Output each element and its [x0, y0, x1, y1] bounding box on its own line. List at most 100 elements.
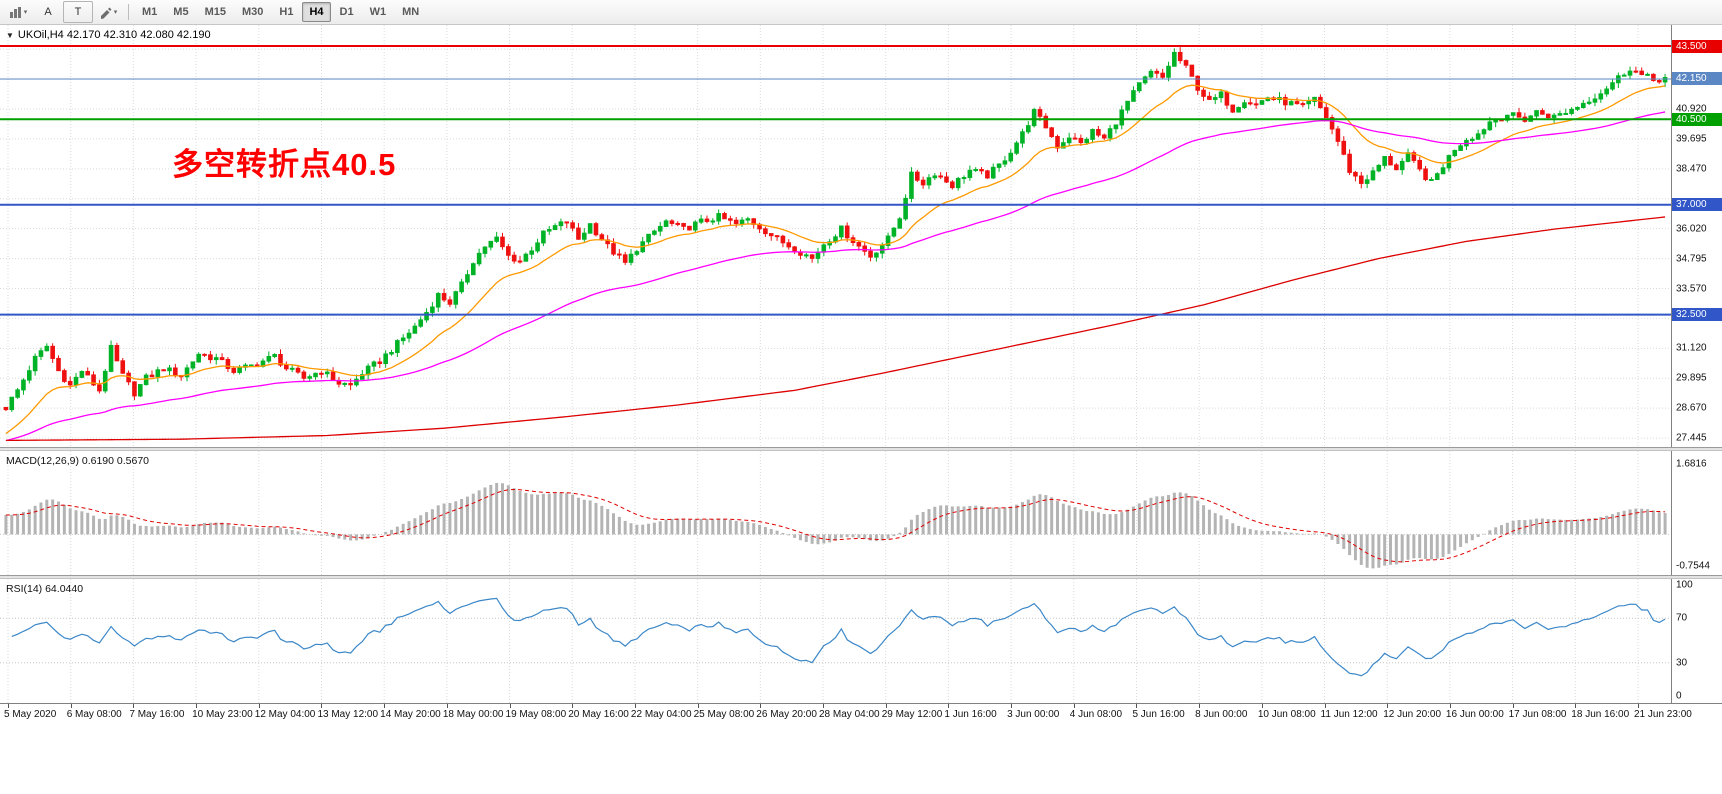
timeframe-M15[interactable]: M15 — [204, 6, 226, 18]
candle — [1540, 108, 1545, 115]
candle — [1592, 93, 1598, 107]
candle — [1551, 112, 1557, 123]
timeframe-M30[interactable]: M30 — [241, 6, 264, 18]
candle — [184, 364, 190, 382]
chart-type-button[interactable]: ▾ — [3, 1, 33, 23]
time-axis-label: 16 Jun 00:00 — [1445, 709, 1504, 720]
time-axis-label: 28 May 04:00 — [819, 709, 880, 720]
panel-splitter[interactable] — [0, 447, 1722, 451]
macd-axis[interactable]: 1.6816 -0.7544 — [1671, 451, 1722, 575]
timeframe-M5[interactable]: M5 — [173, 6, 189, 18]
candle — [733, 217, 739, 228]
time-axis-label: 1 Jun 16:00 — [944, 709, 997, 720]
candle — [1370, 167, 1376, 181]
candle — [827, 238, 832, 249]
rsi-plot[interactable] — [0, 579, 1671, 703]
rsi-scale-label: 100 — [1676, 579, 1693, 591]
panel-splitter[interactable] — [0, 575, 1722, 579]
candle — [1312, 96, 1317, 107]
time-tick — [1575, 704, 1577, 708]
arrow-style-button[interactable]: A — [33, 1, 63, 23]
candle — [1458, 143, 1463, 151]
macd-panel: MACD(12,26,9) 0.6190 0.5670 1.6816 -0.754… — [0, 451, 1722, 575]
time-axis-label: 21 Jun 23:00 — [1634, 709, 1692, 720]
time-tick — [697, 704, 699, 708]
candle — [932, 173, 938, 181]
timeframe-group: M1 M5 M15 M30 H1 H4 D1 W1 MN — [134, 2, 427, 22]
timeframe-W1[interactable]: W1 — [369, 6, 387, 18]
candle — [108, 340, 114, 373]
drawing-tool-button[interactable]: ▾ — [93, 1, 123, 23]
candle — [903, 194, 908, 221]
main-chart-plot[interactable] — [0, 25, 1671, 447]
candle — [494, 231, 499, 244]
time-axis-label: 22 May 04:00 — [630, 709, 692, 720]
text-tool-button[interactable]: T — [63, 1, 93, 23]
candle — [1394, 162, 1399, 171]
candle — [815, 247, 821, 264]
timeframe-H1[interactable]: H1 — [279, 6, 294, 18]
chart-annotation-text: 多空转折点40.5 — [172, 147, 397, 182]
candle — [330, 367, 336, 381]
one-click-trading-toggle[interactable]: ▼ — [6, 30, 14, 40]
candle — [546, 226, 552, 235]
candle — [202, 353, 207, 357]
candle — [1405, 148, 1411, 163]
rsi-axis[interactable]: 100 70 30 0 — [1671, 579, 1722, 703]
candle — [266, 351, 272, 364]
candle — [32, 353, 38, 376]
candle — [1399, 158, 1405, 175]
time-tick — [1073, 704, 1075, 708]
candle — [1586, 97, 1592, 106]
candle — [85, 367, 91, 376]
candle — [26, 365, 32, 384]
candle — [1417, 156, 1423, 172]
candle — [1072, 133, 1078, 140]
candle — [1125, 100, 1130, 114]
price-axis[interactable]: 40.920 39.695 38.470 36.020 34.795 33.570 31.1… — [1671, 25, 1722, 447]
macd-plot[interactable] — [0, 451, 1671, 575]
candle — [1207, 91, 1212, 100]
candle — [482, 246, 488, 258]
timeframe-M1[interactable]: M1 — [142, 6, 158, 18]
arrow-style-label: A — [44, 6, 52, 18]
time-tick — [823, 704, 824, 708]
price-badge-40.500: 40.500 — [1672, 112, 1722, 126]
candle — [1382, 156, 1387, 169]
rsi-scale-label: 0 — [1676, 690, 1682, 702]
candle — [657, 221, 663, 237]
candle — [839, 225, 844, 241]
candles-layer — [3, 47, 1668, 412]
time-tick — [1449, 704, 1451, 708]
price-tick-label: 36.020 — [1676, 223, 1707, 235]
candle — [418, 316, 424, 328]
candle — [1616, 72, 1621, 89]
candle — [874, 252, 879, 262]
time-tick — [1261, 704, 1263, 708]
candle — [50, 343, 55, 363]
candle — [1166, 61, 1171, 82]
candle — [581, 228, 587, 242]
time-tick — [1324, 704, 1326, 708]
timeframe-MN[interactable]: MN — [402, 6, 420, 18]
candle — [1154, 68, 1160, 79]
candle — [780, 234, 786, 248]
candle — [1049, 126, 1054, 138]
time-axis[interactable]: 5 May 2020 6 May 08:00 7 May 16:00 10 May 2… — [0, 703, 1722, 725]
timeframe-D1[interactable]: D1 — [339, 6, 354, 18]
candle — [1177, 47, 1183, 64]
rsi-panel: RSI(14) 64.0440 100 70 30 0 — [0, 579, 1722, 703]
time-tick — [384, 704, 386, 708]
candle — [1020, 128, 1025, 148]
chevron-down-icon: ▾ — [113, 9, 118, 16]
candle — [640, 237, 646, 254]
candle — [552, 223, 558, 231]
candle — [435, 291, 441, 312]
timeframe-H4[interactable]: H4 — [302, 2, 331, 22]
time-axis-label: 4 Jun 08:00 — [1069, 709, 1123, 720]
candle — [1434, 172, 1440, 181]
candle — [587, 223, 593, 234]
candle — [453, 290, 459, 309]
candle — [97, 379, 102, 394]
